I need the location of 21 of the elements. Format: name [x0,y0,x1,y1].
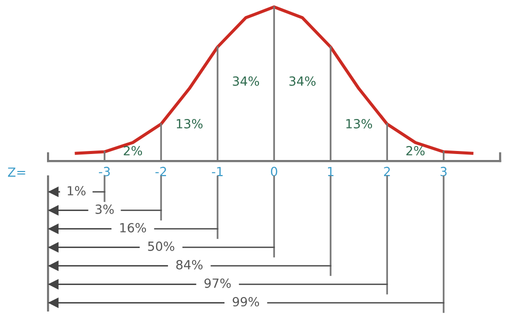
text: 50% [148,242,174,251]
annotation: 13% [176,118,203,128]
annotation: 2% [406,146,425,156]
text: 1% [68,186,86,196]
text: 84% [176,260,203,270]
annotation: 2% [124,146,142,156]
x-axis-title: Z= [8,168,26,177]
annotation: 34% [289,76,316,86]
x-tick-label: 0 [270,166,278,176]
text: 16% [120,223,146,232]
text: 97% [204,278,231,288]
x-tick-label: -2 [155,166,166,176]
x-tick-label: 3 [440,166,447,176]
annotation: 34% [232,76,260,86]
text: 3% [96,204,114,214]
x-tick-label: -1 [212,166,223,176]
text: 99% [232,296,260,306]
annotation: 13% [346,118,372,128]
x-tick-label: -3 [98,166,110,176]
x-tick-label: 2 [384,166,390,176]
x-tick-label: 1 [328,166,334,176]
